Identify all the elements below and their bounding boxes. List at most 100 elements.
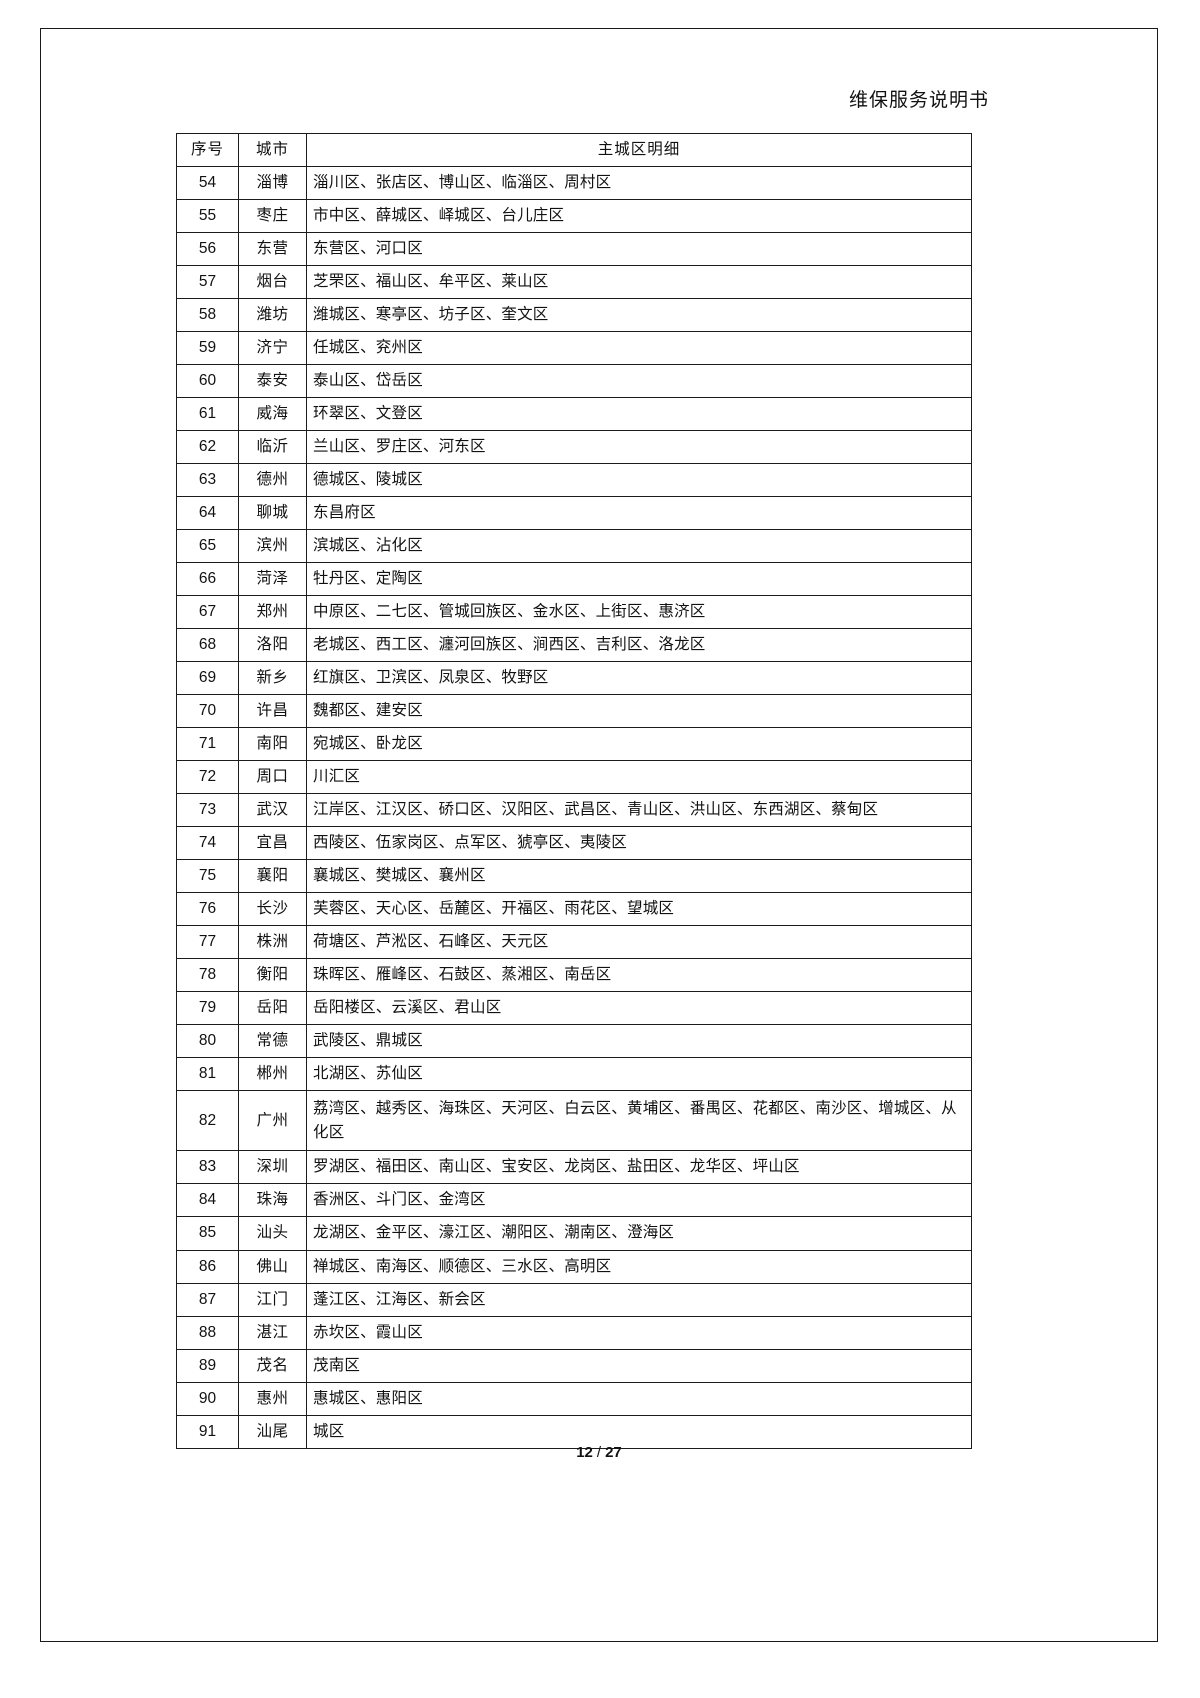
table-row: 78 衡阳 珠晖区、雁峰区、石鼓区、蒸湘区、南岳区 bbox=[176, 958, 972, 993]
cell-detail: 香洲区、斗门区、金湾区 bbox=[306, 1183, 972, 1218]
cell-detail: 环翠区、文登区 bbox=[306, 397, 972, 432]
cell-no: 63 bbox=[176, 463, 239, 498]
cell-city: 常德 bbox=[238, 1024, 307, 1059]
table-row: 66 菏泽 牡丹区、定陶区 bbox=[176, 562, 972, 597]
cell-no: 84 bbox=[176, 1183, 239, 1218]
cell-detail: 东营区、河口区 bbox=[306, 232, 972, 267]
cell-no: 87 bbox=[176, 1282, 239, 1317]
cell-city: 潍坊 bbox=[238, 298, 307, 333]
cell-city: 临沂 bbox=[238, 430, 307, 465]
cell-no: 76 bbox=[176, 892, 239, 927]
cell-city: 珠海 bbox=[238, 1183, 307, 1218]
cell-no: 89 bbox=[176, 1348, 239, 1383]
cell-city: 深圳 bbox=[238, 1150, 307, 1185]
cell-city: 宜昌 bbox=[238, 826, 307, 861]
cell-city: 周口 bbox=[238, 760, 307, 795]
cell-city: 济宁 bbox=[238, 331, 307, 366]
cell-no: 66 bbox=[176, 562, 239, 597]
cell-no: 61 bbox=[176, 397, 239, 432]
cell-city: 江门 bbox=[238, 1282, 307, 1317]
cell-city: 岳阳 bbox=[238, 991, 307, 1026]
cell-detail: 罗湖区、福田区、南山区、宝安区、龙岗区、盐田区、龙华区、坪山区 bbox=[306, 1150, 972, 1185]
cell-detail: 东昌府区 bbox=[306, 496, 972, 531]
cell-detail: 德城区、陵城区 bbox=[306, 463, 972, 498]
cell-no: 60 bbox=[176, 364, 239, 399]
cell-city: 德州 bbox=[238, 463, 307, 498]
table-row: 70 许昌 魏都区、建安区 bbox=[176, 694, 972, 729]
table-row: 58 潍坊 潍城区、寒亭区、坊子区、奎文区 bbox=[176, 298, 972, 333]
table-row: 57 烟台 芝罘区、福山区、牟平区、莱山区 bbox=[176, 265, 972, 300]
table-header: 序号 城市 主城区明细 bbox=[176, 132, 972, 168]
cell-detail: 荷塘区、芦淞区、石峰区、天元区 bbox=[306, 925, 972, 960]
cell-city: 许昌 bbox=[238, 694, 307, 729]
cell-no: 70 bbox=[176, 694, 239, 729]
table-row: 74 宜昌 西陵区、伍家岗区、点军区、猇亭区、夷陵区 bbox=[176, 826, 972, 861]
document-page: 维保服务说明书 序号 城市 主城区明细 54 淄博 淄川区、张店区、博山区、临淄区、… bbox=[40, 28, 1158, 1642]
cell-no: 90 bbox=[176, 1381, 239, 1416]
table-row: 89 茂名 茂南区 bbox=[176, 1348, 972, 1383]
cell-detail: 泰山区、岱岳区 bbox=[306, 364, 972, 399]
table-row: 75 襄阳 襄城区、樊城区、襄州区 bbox=[176, 859, 972, 894]
table-row: 80 常德 武陵区、鼎城区 bbox=[176, 1024, 972, 1059]
cell-city: 佛山 bbox=[238, 1249, 307, 1284]
cell-no: 67 bbox=[176, 595, 239, 630]
table-row: 84 珠海 香洲区、斗门区、金湾区 bbox=[176, 1183, 972, 1218]
table-row: 73 武汉 江岸区、江汉区、硚口区、汉阳区、武昌区、青山区、洪山区、东西湖区、蔡甸区 bbox=[176, 793, 972, 828]
cell-no: 77 bbox=[176, 925, 239, 960]
cell-detail: 市中区、薛城区、峄城区、台儿庄区 bbox=[306, 199, 972, 234]
cell-city: 武汉 bbox=[238, 793, 307, 828]
cell-city: 长沙 bbox=[238, 892, 307, 927]
table-row: 59 济宁 任城区、兖州区 bbox=[176, 331, 972, 366]
cell-no: 80 bbox=[176, 1024, 239, 1059]
cell-detail: 中原区、二七区、管城回族区、金水区、上街区、惠济区 bbox=[306, 595, 972, 630]
cell-no: 78 bbox=[176, 958, 239, 993]
cell-detail: 襄城区、樊城区、襄州区 bbox=[306, 859, 972, 894]
cell-detail: 龙湖区、金平区、濠江区、潮阳区、潮南区、澄海区 bbox=[306, 1216, 972, 1251]
cell-no: 85 bbox=[176, 1216, 239, 1251]
cell-detail: 岳阳楼区、云溪区、君山区 bbox=[306, 991, 972, 1026]
cell-detail: 兰山区、罗庄区、河东区 bbox=[306, 430, 972, 465]
cell-city: 广州 bbox=[238, 1090, 307, 1152]
table-row: 61 威海 环翠区、文登区 bbox=[176, 397, 972, 432]
cell-no: 83 bbox=[176, 1150, 239, 1185]
cell-detail: 川汇区 bbox=[306, 760, 972, 795]
cell-no: 73 bbox=[176, 793, 239, 828]
cell-city: 洛阳 bbox=[238, 628, 307, 663]
cell-no: 68 bbox=[176, 628, 239, 663]
table-row: 91 汕尾 城区 bbox=[176, 1414, 972, 1449]
cell-no: 65 bbox=[176, 529, 239, 564]
footer-current-page: 12 bbox=[576, 1444, 593, 1461]
cell-detail: 魏都区、建安区 bbox=[306, 694, 972, 729]
cell-city: 惠州 bbox=[238, 1381, 307, 1416]
table-row: 77 株洲 荷塘区、芦淞区、石峰区、天元区 bbox=[176, 925, 972, 960]
column-header-no: 序号 bbox=[176, 132, 239, 168]
cell-detail: 城区 bbox=[306, 1414, 972, 1449]
cell-city: 淄博 bbox=[238, 166, 307, 201]
cell-no: 72 bbox=[176, 760, 239, 795]
cell-city: 湛江 bbox=[238, 1315, 307, 1350]
cell-no: 74 bbox=[176, 826, 239, 861]
table-row: 81 郴州 北湖区、苏仙区 bbox=[176, 1057, 972, 1092]
table-row: 82 广州 荔湾区、越秀区、海珠区、天河区、白云区、黄埔区、番禺区、花都区、南沙区、… bbox=[176, 1090, 972, 1152]
cell-city: 株洲 bbox=[238, 925, 307, 960]
table-row: 64 聊城 东昌府区 bbox=[176, 496, 972, 531]
footer-total-pages: 27 bbox=[605, 1444, 622, 1461]
cell-city: 滨州 bbox=[238, 529, 307, 564]
table-row: 85 汕头 龙湖区、金平区、濠江区、潮阳区、潮南区、澄海区 bbox=[176, 1216, 972, 1251]
cell-city: 烟台 bbox=[238, 265, 307, 300]
cell-detail: 淄川区、张店区、博山区、临淄区、周村区 bbox=[306, 166, 972, 201]
cell-city: 威海 bbox=[238, 397, 307, 432]
cell-city: 枣庄 bbox=[238, 199, 307, 234]
cell-detail: 珠晖区、雁峰区、石鼓区、蒸湘区、南岳区 bbox=[306, 958, 972, 993]
cell-detail: 老城区、西工区、瀍河回族区、涧西区、吉利区、洛龙区 bbox=[306, 628, 972, 663]
document-header-title: 维保服务说明书 bbox=[848, 90, 989, 111]
table-row: 69 新乡 红旗区、卫滨区、凤泉区、牧野区 bbox=[176, 661, 972, 696]
cell-city: 衡阳 bbox=[238, 958, 307, 993]
cell-detail: 禅城区、南海区、顺德区、三水区、高明区 bbox=[306, 1249, 972, 1284]
cell-no: 81 bbox=[176, 1057, 239, 1092]
cell-no: 88 bbox=[176, 1315, 239, 1350]
cell-detail: 惠城区、惠阳区 bbox=[306, 1381, 972, 1416]
cell-city: 郴州 bbox=[238, 1057, 307, 1092]
cell-detail: 荔湾区、越秀区、海珠区、天河区、白云区、黄埔区、番禺区、花都区、南沙区、增城区、… bbox=[306, 1090, 972, 1152]
cell-no: 71 bbox=[176, 727, 239, 762]
